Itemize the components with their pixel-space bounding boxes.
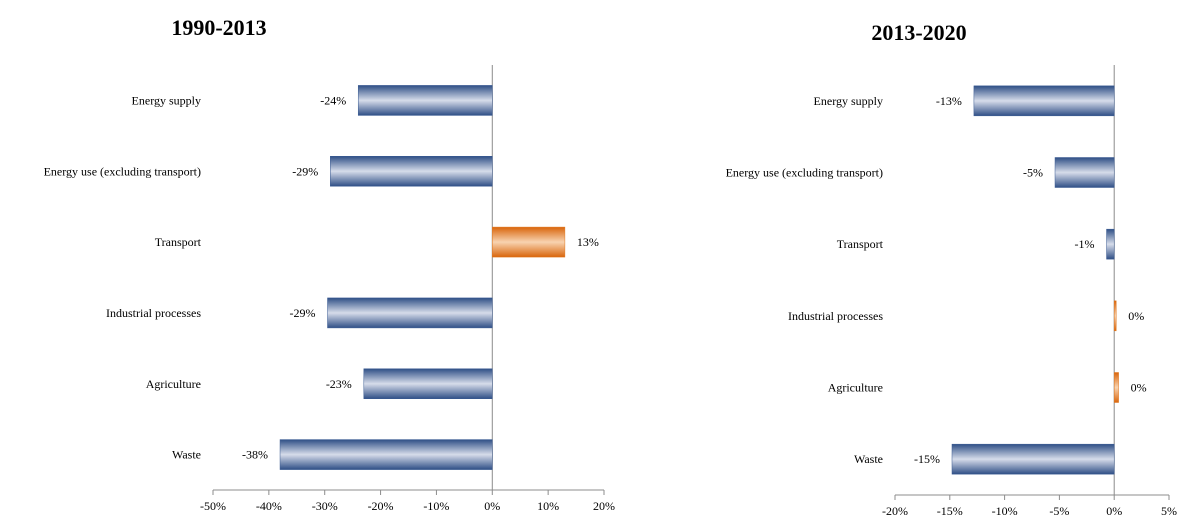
x-tick-label: -10% — [992, 504, 1018, 518]
data-label: -23% — [326, 377, 352, 391]
x-tick-label: -5% — [1049, 504, 1069, 518]
bar — [330, 156, 493, 187]
bar — [1106, 228, 1115, 260]
category-label: Agriculture — [146, 377, 201, 391]
category-label: Industrial processes — [106, 306, 201, 320]
data-label: 0% — [1128, 309, 1144, 323]
x-tick-label: -10% — [423, 499, 449, 513]
category-label: Energy supply — [814, 94, 883, 108]
category-label: Waste — [854, 452, 883, 466]
data-label: 0% — [1131, 381, 1147, 395]
bar — [279, 439, 493, 470]
bar — [327, 297, 493, 329]
category-label: Industrial processes — [788, 309, 883, 323]
category-label: Waste — [172, 448, 201, 462]
data-label: -13% — [936, 94, 962, 108]
category-label: Agriculture — [828, 381, 883, 395]
data-label: 13% — [577, 235, 599, 249]
x-tick-label: -30% — [312, 499, 338, 513]
chart-1-body: -50% -40% -30% -20% -10% 0% 10% 20% Energy suppl… — [44, 65, 615, 513]
category-label: Energy use (excluding transport) — [44, 164, 201, 178]
x-tick-label: -15% — [937, 504, 963, 518]
data-label: -29% — [290, 306, 316, 320]
data-label: -38% — [242, 448, 268, 462]
data-label: -29% — [292, 164, 318, 178]
bar — [1054, 157, 1115, 188]
category-label: Transport — [837, 237, 884, 251]
bar — [951, 443, 1115, 475]
category-label: Energy use (excluding transport) — [726, 166, 883, 180]
data-label: -24% — [320, 93, 346, 107]
data-label: -15% — [914, 452, 940, 466]
x-tick-label: -40% — [256, 499, 282, 513]
bar — [357, 85, 493, 116]
category-label: Transport — [155, 235, 202, 249]
chart-title: 2013-2020 — [871, 20, 966, 45]
x-tick-label: 0% — [484, 499, 500, 513]
x-tick-label: -20% — [882, 504, 908, 518]
data-label: -1% — [1075, 237, 1095, 251]
x-tick-label: 0% — [1106, 504, 1122, 518]
x-tick-label: 20% — [593, 499, 615, 513]
chart-title: 1990-2013 — [171, 15, 266, 40]
bar — [363, 368, 493, 399]
x-tick-label: 5% — [1161, 504, 1177, 518]
chart-1990-2013: 1990-2013 -50% -40% -30% -20% -10% 0% 10% 20% En… — [44, 15, 615, 513]
chart-2-body: -20% -15% -10% -5% 0% 5% Energy supply -13% Ener… — [726, 65, 1177, 518]
x-tick-label: 10% — [537, 499, 559, 513]
chart-2013-2020: 2013-2020 -20% -15% -10% -5% 0% 5% Energy supp… — [726, 20, 1177, 518]
category-label: Energy supply — [132, 93, 201, 107]
data-label: -5% — [1023, 166, 1043, 180]
bar — [973, 85, 1115, 117]
bar — [1113, 300, 1117, 332]
bar — [1113, 372, 1119, 403]
x-tick-label: -20% — [368, 499, 394, 513]
x-tick-label: -50% — [200, 499, 226, 513]
bar — [492, 226, 566, 258]
